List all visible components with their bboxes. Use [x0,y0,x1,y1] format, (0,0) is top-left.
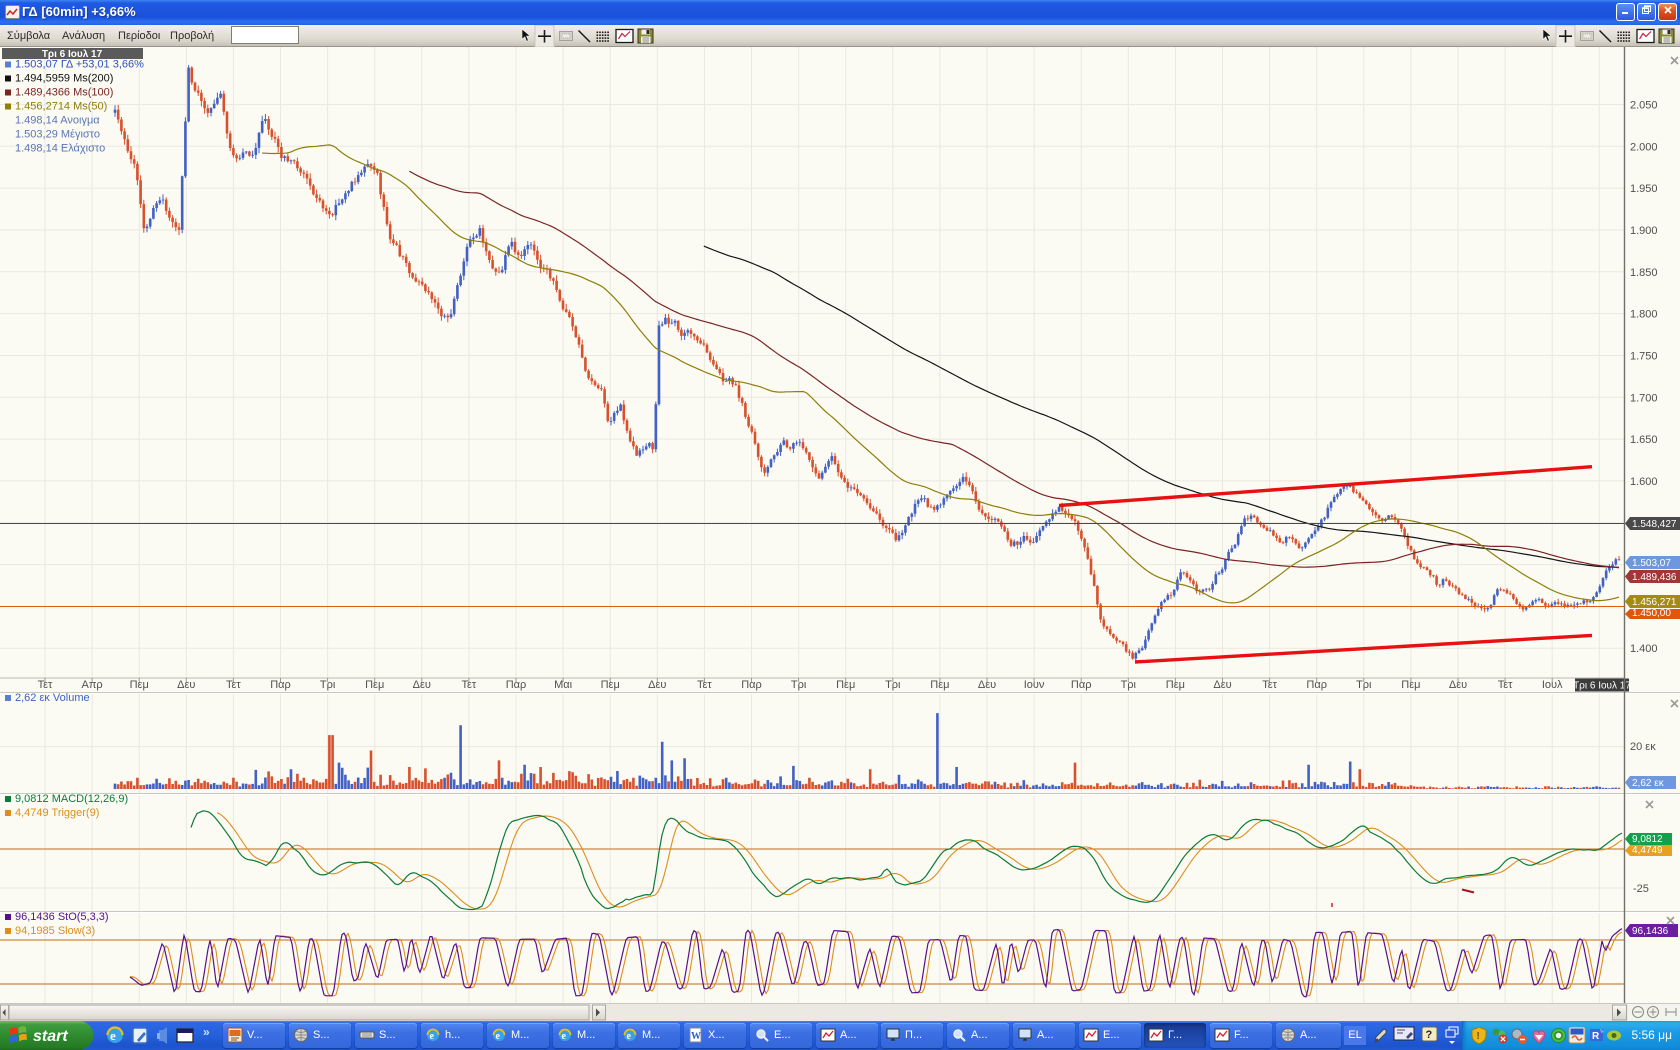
svg-text:1.503,07 ΓΔ +53,01 3,66%: 1.503,07 ΓΔ +53,01 3,66% [15,59,144,71]
svg-text:1.600: 1.600 [1630,476,1658,488]
svg-text:1.498,14 Ελάχιστο: 1.498,14 Ελάχιστο [15,143,105,155]
svg-text:1.548,427: 1.548,427 [1632,519,1677,530]
svg-text:1.456,2714 Ms(50): 1.456,2714 Ms(50) [15,101,107,113]
svg-text:Τετ: Τετ [462,679,477,691]
svg-text:Τρι 6 Ιουλ 17: Τρι 6 Ιουλ 17 [42,49,103,60]
svg-text:2,62 εκ Volume: 2,62 εκ Volume [15,692,90,704]
svg-text:1.456,271: 1.456,271 [1632,597,1677,608]
svg-text:1.650: 1.650 [1630,434,1658,446]
svg-text:1.498,14 Ανοιγμα: 1.498,14 Ανοιγμα [15,115,100,127]
svg-text:Πεμ: Πεμ [365,679,384,691]
svg-text:Παρ: Παρ [1071,679,1092,691]
svg-text:9,0812 MACD(12,26,9): 9,0812 MACD(12,26,9) [15,793,128,805]
svg-text:1.850: 1.850 [1630,267,1658,279]
svg-text:1.503,29 Μέγιστο: 1.503,29 Μέγιστο [15,129,100,141]
svg-text:1.750: 1.750 [1630,351,1658,363]
svg-text:-25: -25 [1633,883,1649,895]
svg-text:1.494,5959 Ms(200): 1.494,5959 Ms(200) [15,73,113,85]
svg-text:2,62 εκ: 2,62 εκ [1632,778,1665,789]
svg-text:Πεμ: Πεμ [1401,679,1420,691]
svg-text:Τετ: Τετ [1262,679,1277,691]
svg-text:1.950: 1.950 [1630,183,1658,195]
svg-text:1.900: 1.900 [1630,225,1658,237]
svg-text:e: e [562,1031,567,1042]
svg-text:Τρι: Τρι [320,679,336,691]
svg-text:W: W [691,1031,701,1042]
svg-text:Ιουλ: Ιουλ [1542,679,1563,691]
svg-text:»: » [203,1025,210,1039]
svg-text:Τρι: Τρι [791,679,807,691]
svg-text:Δευ: Δευ [413,679,431,691]
svg-text:e: e [430,1031,435,1042]
svg-text:Τετ: Τετ [1498,679,1513,691]
svg-text:Τετ: Τετ [226,679,241,691]
svg-text:Ιουν: Ιουν [1024,679,1045,691]
svg-text:1.489,4366 Ms(100): 1.489,4366 Ms(100) [15,87,113,99]
svg-text:Παρ: Παρ [270,679,291,691]
svg-text:e: e [496,1031,501,1042]
svg-text:1.700: 1.700 [1630,392,1658,404]
svg-text:Πεμ: Πεμ [1166,679,1185,691]
svg-text:4,4749 Trigger(9): 4,4749 Trigger(9) [15,807,99,819]
svg-text:Μαι: Μαι [554,679,573,691]
svg-text:Πεμ: Πεμ [930,679,949,691]
svg-text:Δευ: Δευ [177,679,195,691]
svg-text:Δευ: Δευ [648,679,666,691]
svg-text:1.503,07: 1.503,07 [1632,558,1671,569]
svg-text:2.000: 2.000 [1630,141,1658,153]
svg-text:Δευ: Δευ [978,679,996,691]
svg-text:1.400: 1.400 [1630,643,1658,655]
svg-text:?: ? [1426,1029,1433,1041]
svg-text:start: start [33,1028,68,1045]
svg-text:Πεμ: Πεμ [601,679,620,691]
svg-text:!: ! [1477,1031,1480,1042]
svg-text:1.800: 1.800 [1630,309,1658,321]
svg-text:94,1985 Slow(3): 94,1985 Slow(3) [15,925,95,937]
svg-text:1.450,00: 1.450,00 [1632,608,1671,619]
svg-text:Δευ: Δευ [1213,679,1231,691]
svg-text:Τρι 6 Ιουλ 17: Τρι 6 Ιουλ 17 [1573,681,1631,692]
svg-text:1.489,436: 1.489,436 [1632,572,1677,583]
svg-text:4,4749: 4,4749 [1632,845,1663,856]
svg-text:Πεμ: Πεμ [130,679,149,691]
svg-text:Δευ: Δευ [1449,679,1467,691]
svg-text:e: e [627,1031,632,1042]
svg-text:9,0812: 9,0812 [1632,834,1663,845]
svg-text:Παρ: Παρ [1306,679,1327,691]
svg-text:Τετ: Τετ [697,679,712,691]
svg-text:96,1436: 96,1436 [1632,926,1669,937]
svg-text:2.050: 2.050 [1630,100,1658,112]
svg-text:Τρι: Τρι [1121,679,1137,691]
svg-text:Παρ: Παρ [741,679,762,691]
svg-text:Τετ: Τετ [38,679,53,691]
svg-text:Πεμ: Πεμ [836,679,855,691]
svg-text:Απρ: Απρ [82,679,103,691]
svg-text:96,1436 StO(5,3,3): 96,1436 StO(5,3,3) [15,911,109,923]
svg-text:Τρι: Τρι [885,679,901,691]
svg-text:Παρ: Παρ [506,679,527,691]
svg-text:e: e [110,1028,116,1043]
svg-text:R: R [1592,1031,1600,1042]
svg-text:20 εκ: 20 εκ [1630,741,1656,753]
svg-text:Τρι: Τρι [1356,679,1372,691]
